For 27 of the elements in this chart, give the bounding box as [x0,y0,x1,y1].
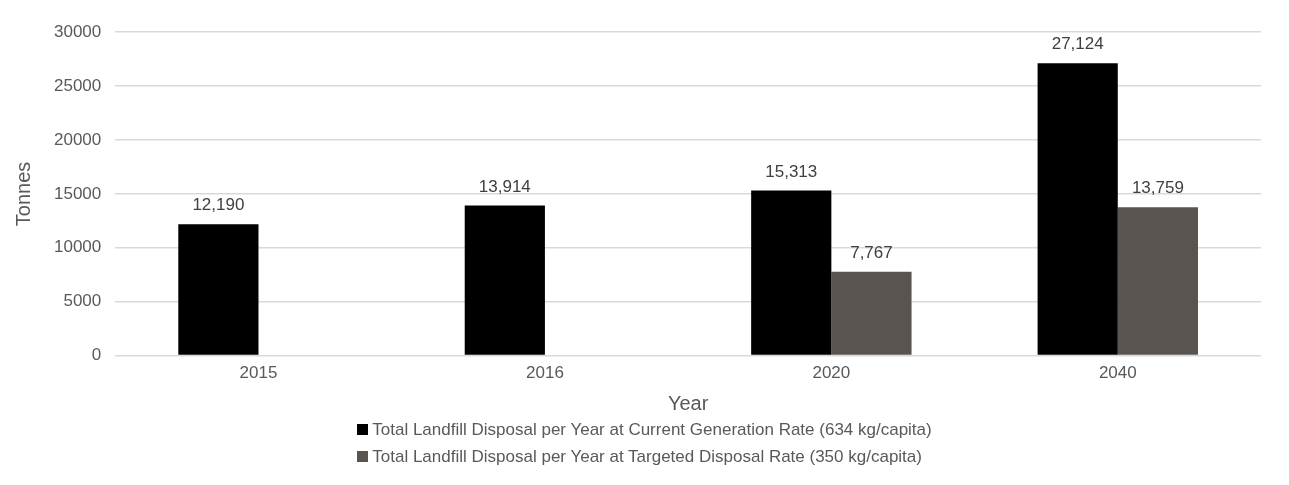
data-label: 13,914 [478,176,531,196]
y-tick-label: 0 [91,345,102,365]
bar [178,224,259,355]
y-tick-label: 5000 [63,291,102,311]
y-tick-label: 10000 [53,237,102,257]
y-tick-label: 25000 [53,75,102,95]
x-tick-label: 2015 [239,363,278,383]
y-tick-label: 15000 [53,183,102,203]
x-tick-label: 2016 [526,363,564,383]
x-axis-title: Year [667,391,709,414]
y-tick-label: 30000 [53,21,102,41]
legend-label: Total Landfill Disposal per Year at Current Generation Rate (634 kg/capita) [372,419,932,441]
data-label: 13,759 [1131,178,1184,198]
bar [751,190,832,355]
data-label: 15,313 [765,161,818,181]
data-label: 12,190 [192,195,245,215]
bar [831,271,912,355]
bar [464,205,545,355]
y-axis-title: Tonnes [11,161,34,227]
x-tick-label: 2040 [1098,363,1137,383]
bar [1117,207,1198,355]
bar [1037,63,1118,355]
legend-label: Total Landfill Disposal per Year at Targeted Disposal Rate (350 kg/capita) [372,446,922,468]
y-tick-label: 20000 [53,129,102,149]
data-label: 7,767 [850,243,893,263]
x-tick-label: 2020 [812,363,851,383]
data-label: 27,124 [1051,34,1104,54]
